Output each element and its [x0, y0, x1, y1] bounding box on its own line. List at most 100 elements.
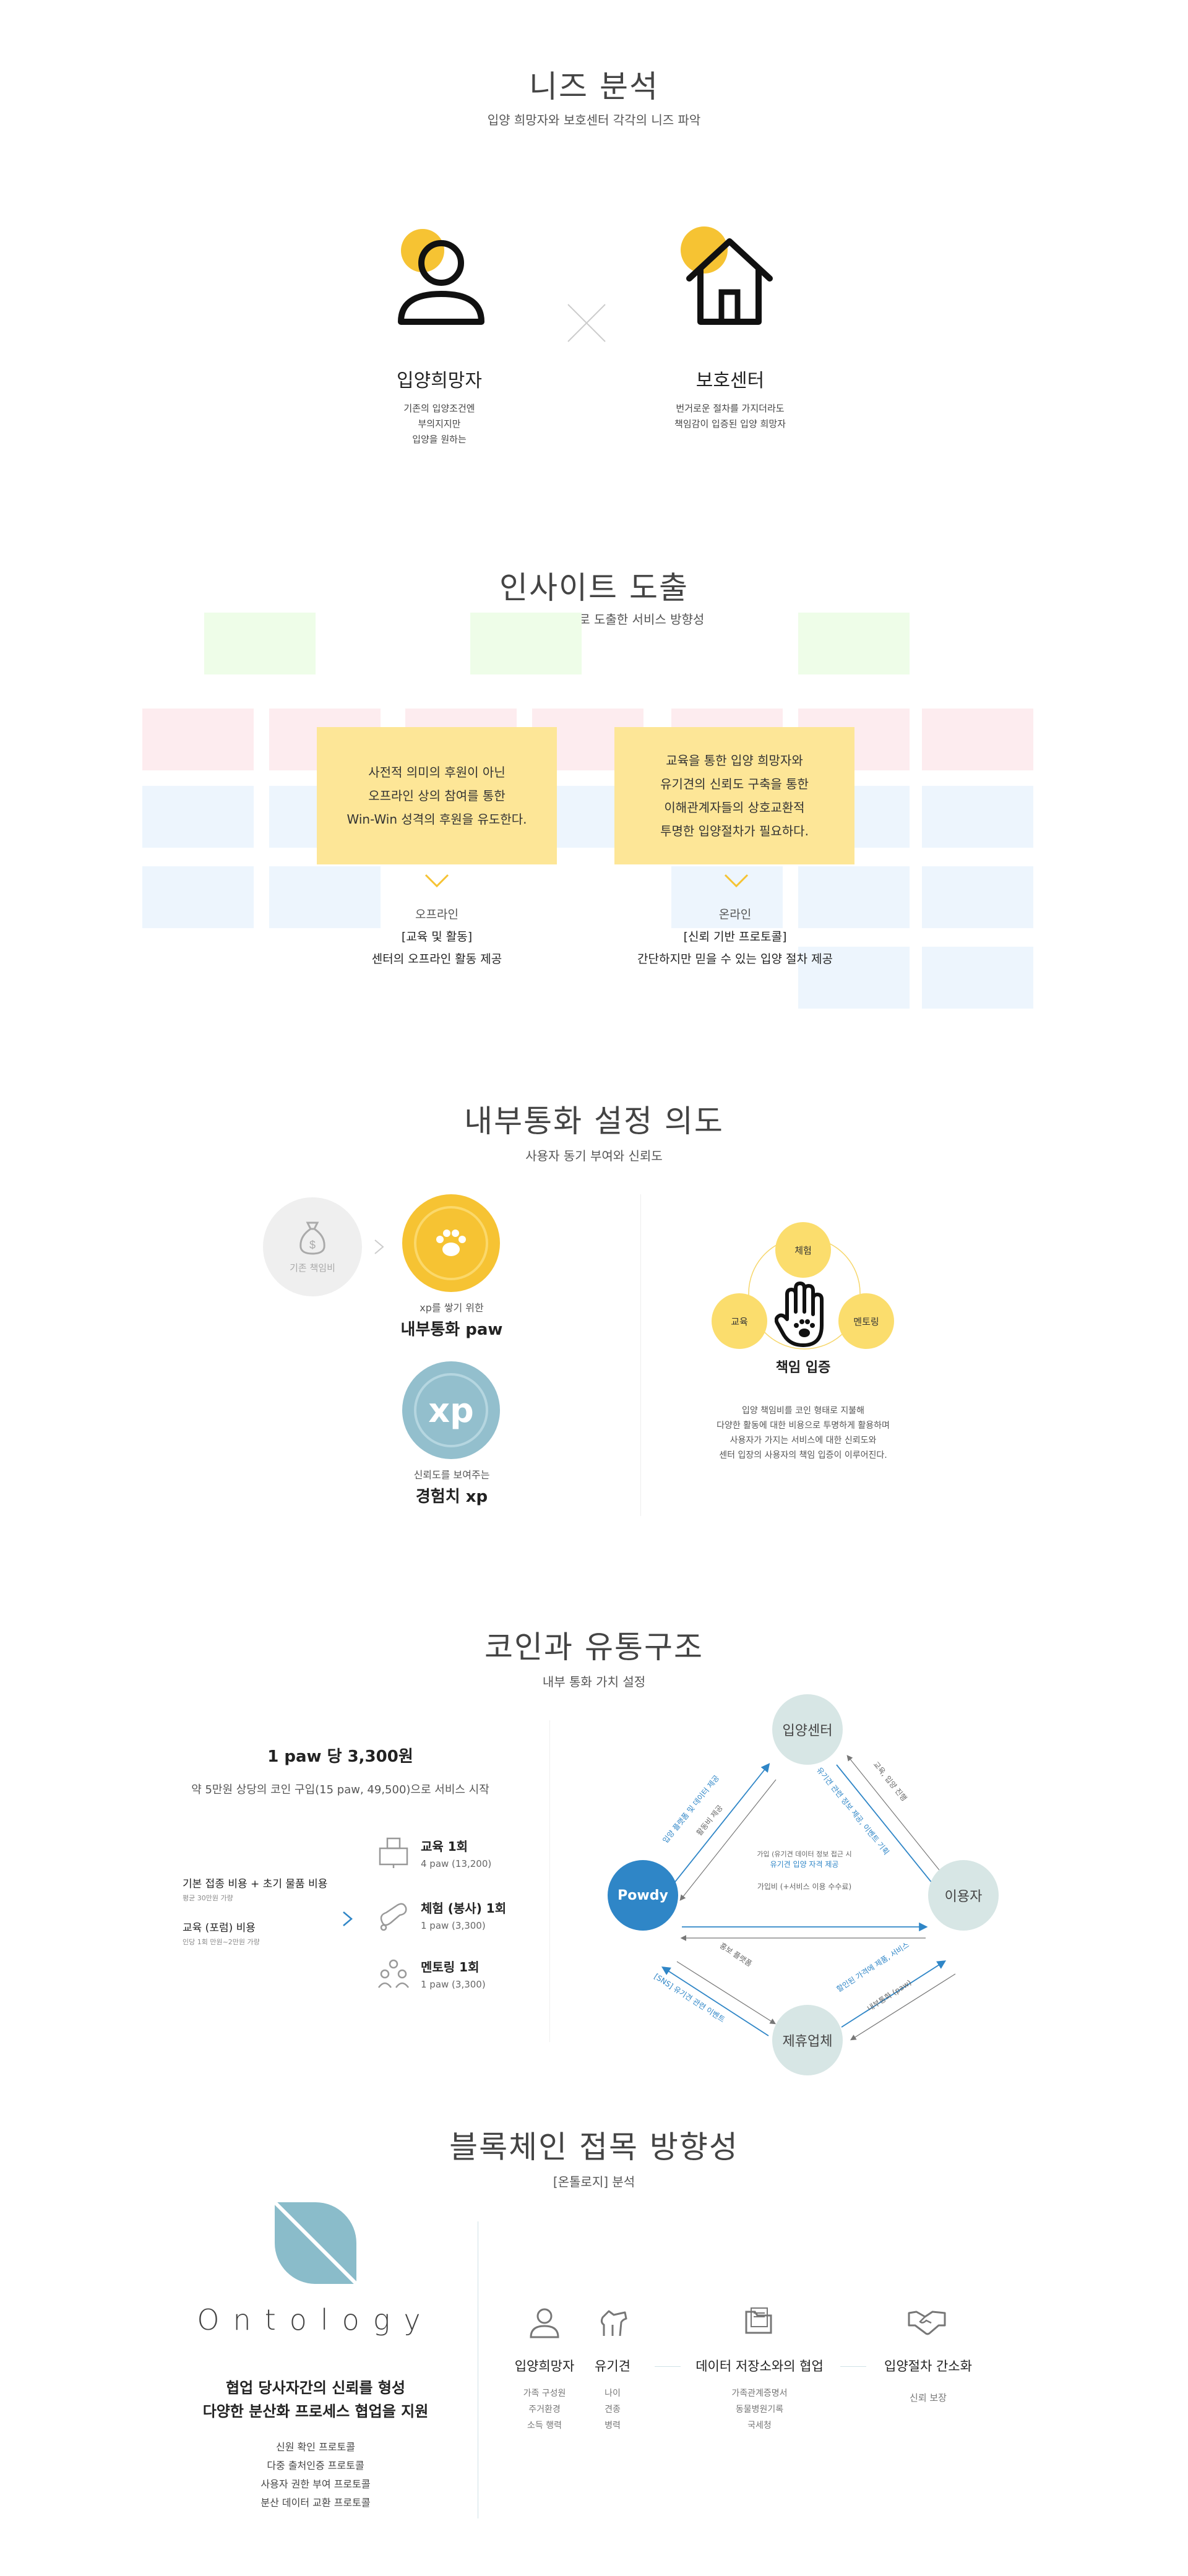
offline-block: 오프라인 [교육 및 활동] 센터의 오프라인 활동 제공 — [313, 903, 561, 970]
cost2-label: 교육 (포럼) 비용 — [183, 1922, 256, 1934]
col-items: 가족 구성원 주거환경 소득 행력 — [507, 2385, 582, 2434]
insight-subtitle: 어피니티와 인터뷰로 도출한 서비스 방향성 — [483, 612, 705, 627]
col-item: 소득 행력 — [527, 2421, 562, 2431]
chevron-right-icon — [343, 1911, 353, 1926]
coin-subtitle: 내부 통화 가치 설정 — [542, 1674, 646, 1689]
online-tag: [신뢰 기반 프로토콜] — [683, 930, 787, 944]
cost2-sub: 인당 1회 만원~2만원 가량 — [183, 1938, 260, 1946]
paw-icon — [436, 1230, 466, 1256]
online-desc: 간단하지만 믿을 수 있는 입양 절차 제공 — [637, 952, 833, 966]
blockchain-headline-line: 다양한 분산화 프로세스 협업을 지원 — [202, 2403, 429, 2420]
xp-small-label: 신뢰도를 보여주는 — [413, 1469, 490, 1481]
col-items: 나이 견종 병력 — [575, 2385, 650, 2434]
insight-line: 오프라인 상의 참여를 통한 — [368, 788, 506, 803]
center-desc-line: 번거로운 절차를 가지더라도 — [676, 403, 785, 414]
coin-item: 교육 1회 4 paw (13,200) — [421, 1837, 557, 1869]
protocol-item: 신원 확인 프로토콜 — [276, 2441, 355, 2453]
col-item: 동물병원기록 — [735, 2405, 784, 2414]
insight-line: 이해관계자들의 상호교환적 — [664, 800, 805, 815]
offline-label: 오프라인 — [415, 908, 458, 921]
xp-text: 신뢰도를 보여주는 경험치 xp — [359, 1467, 544, 1507]
money-bag-icon: $ — [299, 1221, 325, 1255]
blockchain-title: 블록체인 접목 방향성 — [0, 2122, 1188, 2167]
col-title: 입양절차 간소화 — [884, 2359, 972, 2374]
coin-start: 약 5만원 상당의 코인 구입(15 paw, 49,500)으로 서비스 시작 — [191, 1783, 489, 1796]
chevron-down-icon — [424, 874, 449, 887]
cost1-sub: 평균 30만원 가량 — [183, 1894, 233, 1902]
cost-list: 기본 접종 비용 + 초기 물품 비용 평균 30만원 가량 교육 (포럼) 비… — [183, 1875, 356, 1947]
adopter-label: 입양희망자 — [397, 370, 482, 392]
paw-text: xp를 쌓기 위한 내부통화 paw — [359, 1299, 544, 1340]
cycle-node-experience: 체험 — [775, 1222, 831, 1278]
blockchain-subtitle: [온톨로지] 분석 — [553, 2174, 635, 2189]
xp-big-label: 경험치 xp — [415, 1488, 488, 1506]
protocol-item: 분산 데이터 교환 프로토콜 — [260, 2497, 371, 2509]
currency-subtitle: 사용자 동기 부여와 신뢰도 — [525, 1148, 663, 1163]
col-item: 가족 구성원 — [523, 2389, 566, 2398]
col-item: 나이 — [605, 2389, 621, 2398]
insight-line: 투명한 입양절차가 필요하다. — [660, 824, 809, 838]
insight-title: 인사이트 도출 — [0, 563, 1188, 608]
online-label: 온라인 — [718, 908, 752, 921]
arrow-label: 유기견 입양 자격 제공 — [770, 1860, 839, 1869]
col-item: 병력 — [605, 2421, 621, 2431]
needs-subtitle: 입양 희망자와 보호센터 각각의 니즈 파악 — [487, 113, 701, 127]
flow-arrows — [661, 1755, 956, 2041]
adopter-desc-line: 부의지지만 — [418, 418, 461, 429]
online-block: 온라인 [신뢰 기반 프로토콜] 간단하지만 믿을 수 있는 입양 절차 제공 — [580, 903, 890, 970]
house-icon — [686, 238, 773, 325]
xp-coin: xp — [402, 1361, 500, 1459]
col-item: 주거환경 — [528, 2405, 561, 2414]
adopter-desc-line: 기존의 입양조건엔 — [403, 403, 475, 414]
col-items: 신뢰 보장 — [869, 2390, 987, 2406]
blockchain-headline: 협업 당사자간의 신뢰를 형성 다양한 분산화 프로세스 협업을 지원 — [167, 2376, 464, 2423]
coin-item-price: 1 paw (3,300) — [421, 1920, 486, 1931]
paw-coin — [402, 1194, 500, 1292]
protocol-item: 다중 출처인증 프로토콜 — [267, 2460, 364, 2471]
col-items: 가족관계증명서 동물병원기록 국세청 — [684, 2385, 835, 2434]
protocol-list: 신원 확인 프로토콜 다중 출처인증 프로토콜 사용자 권한 부여 프로토콜 분… — [192, 2438, 439, 2512]
dog-icon — [600, 2310, 627, 2337]
coin-item-name: 멘토링 1회 — [421, 1960, 480, 1975]
coin-item-name: 교육 1회 — [421, 1839, 468, 1854]
cycle-node-education: 교육 — [712, 1293, 767, 1349]
cross-icon — [567, 304, 606, 342]
node-adoption-center: 입양센터 — [772, 1694, 843, 1765]
old-fee-label: 기존 책임비 — [290, 1262, 335, 1273]
connector-line — [655, 2366, 681, 2367]
group-icon — [377, 1959, 410, 1988]
dog-bone-icon — [380, 1903, 407, 1931]
ontology-logo-icon — [273, 2200, 358, 2286]
divider — [549, 1720, 550, 2042]
needs-title: 니즈 분석 — [0, 62, 1188, 106]
coin-item-price: 1 paw (3,300) — [421, 1979, 486, 1990]
cycle-center-label: 책임 입증 — [775, 1360, 831, 1376]
adopter-desc-line: 입양을 원하는 — [412, 434, 467, 445]
xp-badge: xp — [414, 1373, 488, 1447]
old-fee-circle: $ 기존 책임비 — [263, 1197, 362, 1296]
col-item: 가족관계증명서 — [731, 2389, 788, 2398]
divider — [640, 1194, 641, 1516]
insight-box-right: 교육을 통한 입양 희망자와 유기견의 신뢰도 구축을 통한 이해관계자들의 상… — [614, 727, 854, 864]
cycle-node-mentoring: 멘토링 — [838, 1293, 894, 1349]
coin-title: 코인과 유통구조 — [0, 1622, 1188, 1667]
paw-big-label: 내부통화 paw — [400, 1320, 503, 1339]
adopter-block: 입양희망자 기존의 입양조건엔 부의지지만 입양을 원하는 — [346, 365, 532, 447]
insight-line: 교육을 통한 입양 희망자와 — [666, 753, 803, 768]
col-item: 신뢰 보장 — [910, 2392, 947, 2403]
currency-desc-line: 사용자가 가지는 서비스에 대한 신뢰도와 — [730, 1436, 877, 1445]
col-item: 국세청 — [747, 2421, 772, 2431]
arrow-label: 가입비 (+서비스 이용 수수료) — [757, 1882, 852, 1891]
protocol-item: 사용자 권한 부여 프로토콜 — [260, 2478, 371, 2490]
col-item: 견종 — [605, 2405, 621, 2414]
center-block: 보호센터 번거로운 절차를 가지더라도 책임감이 입증된 입양 희망자 — [637, 365, 823, 432]
col-title: 입양희망자 — [514, 2359, 575, 2374]
col-title: 유기견 — [595, 2359, 631, 2374]
node-user: 이용자 — [928, 1860, 999, 1931]
currency-title: 내부통화 설정 의도 — [0, 1096, 1188, 1141]
currency-desc-line: 입양 책임비를 코인 형태로 지불해 — [741, 1406, 865, 1416]
paw-small-label: xp를 쌓기 위한 — [420, 1302, 484, 1314]
currency-desc-line: 센터 입장의 사용자의 책임 입증이 이루어진다. — [719, 1450, 887, 1460]
node-powdy: Powdy — [608, 1860, 678, 1931]
handshake-icon — [908, 2311, 946, 2335]
